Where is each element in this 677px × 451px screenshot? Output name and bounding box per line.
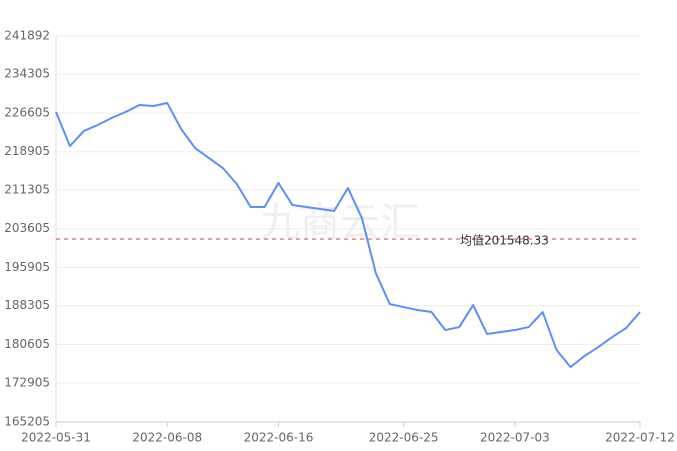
x-tick-label: 2022-06-08 [132,431,202,445]
x-tick-label: 2022-07-03 [480,431,550,445]
x-tick-label: 2022-05-31 [21,431,91,445]
y-tick-label: 211305 [4,182,50,196]
x-tick-label: 2022-06-16 [244,431,314,445]
y-tick-label: 203605 [4,221,50,235]
y-tick-label: 180605 [4,337,50,351]
y-tick-label: 188305 [4,298,50,312]
y-tick-label: 172905 [4,376,50,390]
series-line [55,102,641,369]
mean-label: 均值201548.33 [460,233,549,248]
y-tick-label: 218905 [4,144,50,158]
x-tick-label: 2022-06-25 [369,431,439,445]
watermark: 九商云汇 [260,200,420,246]
y-tick-label: 226605 [4,105,50,119]
y-tick-label: 165205 [4,415,50,429]
y-tick-label: 234305 [4,67,50,81]
y-tick-label: 195905 [4,260,50,274]
x-tick-label: 2022-07-12 [605,431,675,445]
y-tick-label: 241892 [4,29,50,43]
